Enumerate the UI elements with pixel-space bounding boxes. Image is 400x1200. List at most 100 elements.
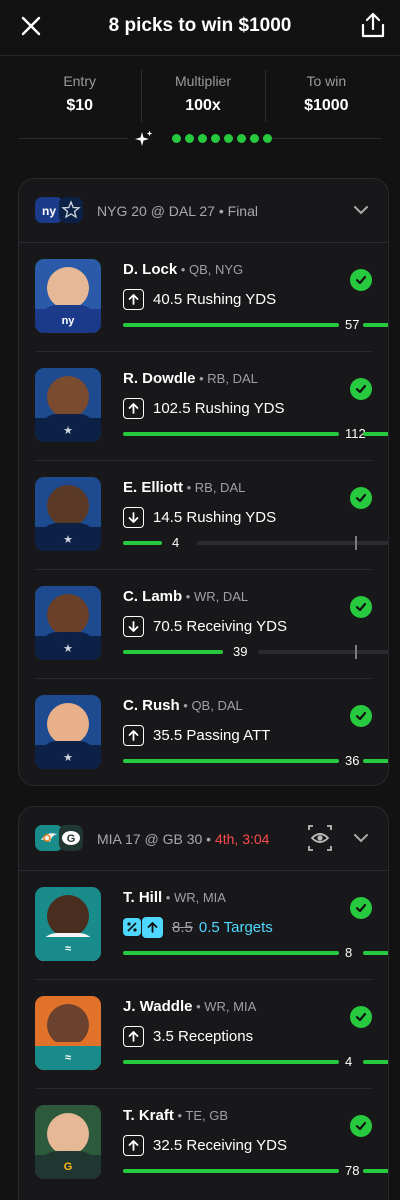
team-logos: G [35, 825, 83, 851]
bar-fill [363, 759, 388, 763]
team-badge: ★ [35, 636, 101, 660]
actual-value: 39 [233, 644, 248, 659]
player-name-text: D. Lock [123, 261, 178, 278]
pick-line-text: 3.5 Receptions [153, 1027, 254, 1045]
bar-fill [123, 432, 339, 436]
check-icon [350, 378, 372, 400]
actual-value: 4 [172, 535, 180, 550]
player-photo: ★ [35, 586, 101, 660]
bar-fill [363, 323, 388, 327]
game-card: ny NYG 20 @ DAL 27 • Final ny D. Lock • Q… [18, 178, 389, 786]
divider [272, 138, 382, 139]
giants-logo: ny [35, 197, 63, 223]
game-status: MIA 17 @ GB 30 • 4th, 3:04 [97, 831, 269, 847]
team-badge: ≈ [35, 1046, 101, 1070]
player-face [47, 1004, 89, 1046]
game-header[interactable]: ny NYG 20 @ DAL 27 • Final [19, 179, 388, 243]
progress-dot [185, 134, 194, 143]
game-header[interactable]: G MIA 17 @ GB 30 • 4th, 3:04 [19, 807, 388, 871]
bar-fill [123, 541, 162, 545]
cowboys-logo [59, 197, 83, 223]
pick-line: 32.5 Receiving YDS [123, 1134, 287, 1156]
progress-dot [198, 134, 207, 143]
stat-progress-bar: 57 [123, 317, 388, 332]
pick-row[interactable]: ny D. Lock • QB, NYG 40.5 Rushing YDS 57 [35, 243, 388, 352]
bar-fill [363, 432, 388, 436]
team-logos: ny [35, 197, 83, 223]
line-marker [355, 536, 357, 550]
pick-row[interactable]: ≈ T. Hill • WR, MIA 8.5 0.5 Targets 8 [35, 871, 388, 980]
bar-fill [363, 951, 388, 955]
player-name: T. Hill • WR, MIA [123, 889, 226, 906]
pick-row[interactable]: ★ R. Dowdle • RB, DAL 102.5 Rushing YDS 112 [35, 352, 388, 461]
stat-value: $10 [66, 97, 94, 114]
check-icon [350, 1006, 372, 1028]
player-name: C. Rush • QB, DAL [123, 697, 243, 714]
pick-line: 8.5 0.5 Targets [123, 916, 273, 938]
chevron-down-icon[interactable] [352, 829, 370, 847]
check-icon [350, 269, 372, 291]
player-face [47, 376, 89, 418]
actual-value: 8 [345, 945, 353, 960]
actual-value: 112 [345, 426, 366, 441]
pick-row[interactable]: ★ C. Lamb • WR, DAL 70.5 Receiving YDS 39 [35, 570, 388, 679]
game-separator: • [202, 831, 215, 847]
discount-icon [123, 918, 141, 936]
stat-progress-bar: 8 [123, 945, 388, 960]
player-position: • WR, MIA [162, 890, 226, 905]
bar-fill [123, 759, 339, 763]
player-name: E. Elliott • RB, DAL [123, 479, 245, 496]
pick-row[interactable]: G T. Kraft • TE, GB 32.5 Receiving YDS 78 [35, 1089, 388, 1198]
actual-value: 4 [345, 1054, 353, 1069]
stat-progress-bar: 39 [123, 644, 388, 659]
team-badge: ≈ [35, 937, 101, 961]
share-icon[interactable] [360, 11, 386, 39]
pick-line-text: 35.5 Passing ATT [153, 726, 271, 744]
page-title: 8 picks to win $1000 [108, 15, 292, 36]
player-name-text: T. Kraft [123, 1107, 174, 1124]
stat-label: Entry [63, 73, 96, 89]
watch-eye-icon[interactable] [308, 825, 332, 851]
pick-line: 102.5 Rushing YDS [123, 397, 284, 419]
pick-row[interactable]: ★ C. Rush • QB, DAL 35.5 Passing ATT 36 [35, 679, 388, 785]
svg-text:ny: ny [42, 204, 56, 218]
player-photo: ≈ [35, 996, 101, 1070]
game-final: • Final [214, 203, 258, 219]
player-name-text: J. Waddle [123, 998, 193, 1015]
divider [18, 138, 128, 139]
player-photo: ≈ [35, 887, 101, 961]
pick-row[interactable]: ★ E. Elliott • RB, DAL 14.5 Rushing YDS 4 [35, 461, 388, 570]
player-name: R. Dowdle • RB, DAL [123, 370, 258, 387]
pick-line-text: 70.5 Receiving YDS [153, 617, 287, 635]
more-arrow-icon [123, 1134, 144, 1156]
bar-fill [363, 1169, 388, 1173]
less-arrow-icon [123, 506, 144, 528]
player-face [47, 1113, 89, 1155]
game-status: NYG 20 @ DAL 27 • Final [97, 203, 258, 219]
check-icon [350, 487, 372, 509]
pick-line-text: 32.5 Receiving YDS [153, 1136, 287, 1154]
team-badge: ★ [35, 418, 101, 442]
team-badge: ny [35, 309, 101, 333]
progress-dot [263, 134, 272, 143]
pick-line-text: 40.5 Rushing YDS [153, 290, 277, 308]
stat-progress-bar: 112 [123, 426, 388, 441]
progress-dot [237, 134, 246, 143]
less-arrow-icon [123, 615, 144, 637]
actual-value: 36 [345, 753, 360, 768]
packers-logo: G [59, 825, 83, 851]
check-icon [350, 897, 372, 919]
chevron-down-icon[interactable] [352, 201, 370, 219]
stat-to-win: To win $1000 [264, 70, 388, 122]
game-matchup: MIA 17 @ GB 30 [97, 831, 203, 847]
original-line: 8.5 [172, 918, 193, 936]
pick-row[interactable]: ≈ J. Waddle • WR, MIA 3.5 Receptions 4 [35, 980, 388, 1089]
player-name-text: T. Hill [123, 889, 163, 906]
pick-line-text: 14.5 Rushing YDS [153, 508, 277, 526]
game-card: G MIA 17 @ GB 30 • 4th, 3:04 ≈ T. Hill • … [18, 806, 389, 1200]
player-name: J. Waddle • WR, MIA [123, 998, 256, 1015]
bar-fill [123, 650, 223, 654]
close-icon[interactable] [18, 13, 44, 39]
player-position: • RB, DAL [195, 371, 258, 386]
picks-progress [0, 128, 400, 150]
